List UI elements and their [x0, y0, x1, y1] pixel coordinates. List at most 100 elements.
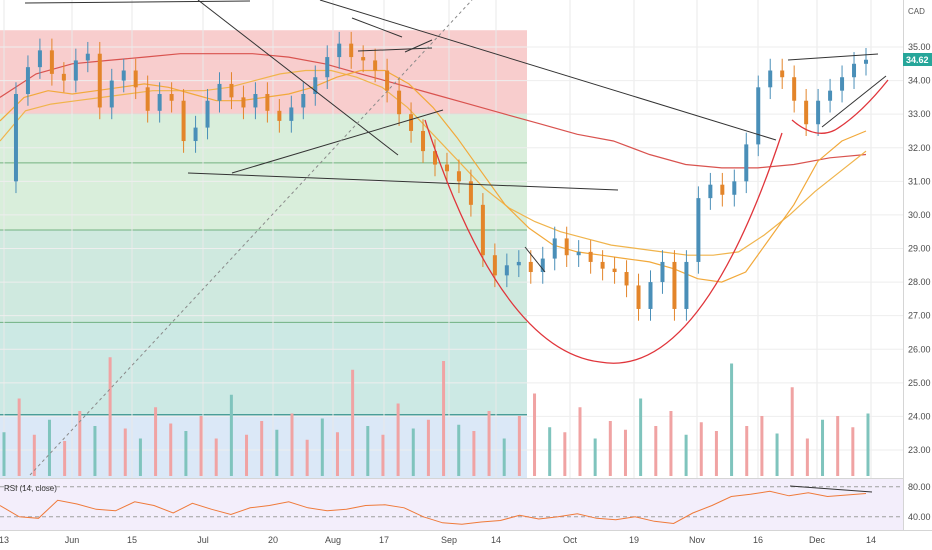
- time-tick-label: 14: [491, 535, 501, 545]
- volume-bar: [578, 407, 582, 476]
- candle-body: [169, 94, 174, 101]
- candle-body: [25, 67, 30, 95]
- volume-bar: [351, 369, 355, 476]
- time-tick-label: 16: [753, 535, 763, 545]
- trendline: [351, 17, 403, 38]
- volume-bar: [805, 438, 809, 476]
- volume-bar: [229, 394, 233, 476]
- candle-body: [840, 77, 845, 91]
- volume-bar: [63, 441, 67, 476]
- volume-bar: [335, 432, 339, 476]
- trendline: [787, 53, 879, 61]
- volume-bar: [290, 413, 294, 476]
- volume-bar: [472, 431, 476, 476]
- candle-body: [576, 251, 581, 256]
- rsi-axis: 80.00 40.00: [908, 482, 931, 522]
- price-tick-label: 29.00: [908, 244, 931, 254]
- candle-body: [409, 114, 414, 131]
- volume-bar: [17, 398, 21, 476]
- rsi-line: [0, 490, 867, 525]
- volume-bar: [93, 426, 97, 476]
- candle-body: [816, 100, 821, 125]
- candle-body: [349, 43, 354, 58]
- candle-body: [85, 53, 90, 61]
- volume-bar: [305, 439, 309, 476]
- volume-bar: [108, 357, 112, 476]
- volume-bar: [245, 434, 249, 476]
- time-tick-label: 15: [127, 535, 137, 545]
- volume-bar: [836, 416, 840, 476]
- fib-zone: [0, 162, 527, 231]
- candle-body: [456, 171, 461, 182]
- candle-body: [193, 127, 198, 142]
- volume-bar: [396, 403, 400, 476]
- dashed-trendline: [29, 0, 473, 476]
- volume-bar: [260, 421, 264, 476]
- time-tick-label: Sep: [441, 535, 457, 545]
- trendline: [231, 109, 444, 174]
- candle-body: [564, 238, 569, 256]
- volume-bars: [2, 357, 870, 476]
- candle-body: [397, 90, 402, 115]
- price-tick-label: 28.00: [908, 277, 931, 287]
- candle-body: [636, 285, 641, 309]
- volume-bar: [548, 427, 552, 476]
- grid-lines: [0, 0, 903, 478]
- candle-body: [241, 97, 246, 108]
- trendline: [404, 39, 433, 53]
- candle-body: [696, 198, 701, 262]
- volume-bar: [199, 416, 203, 476]
- candle-body: [552, 238, 557, 259]
- volume-bar: [47, 419, 51, 476]
- price-tick-label: 32.00: [908, 143, 931, 153]
- time-tick-label: 19: [629, 535, 639, 545]
- candle-body: [265, 94, 270, 111]
- candle-body: [828, 90, 833, 101]
- volume-bar: [563, 432, 567, 476]
- price-tick-label: 24.00: [908, 411, 931, 421]
- candle-body: [181, 100, 186, 142]
- volume-bar: [381, 434, 385, 476]
- trendline: [821, 75, 887, 128]
- time-tick-label: Jun: [65, 535, 80, 545]
- currency-label: CAD: [908, 7, 925, 16]
- volume-bar: [502, 438, 506, 476]
- candle-body: [648, 282, 653, 309]
- volume-bar: [487, 411, 491, 476]
- time-tick-label: 14: [866, 535, 876, 545]
- price-axis-panel[interactable]: [903, 0, 932, 550]
- volume-bar: [184, 431, 188, 476]
- candle-body: [289, 107, 294, 121]
- candle-body: [277, 110, 282, 121]
- volume-bar: [533, 393, 537, 476]
- candle-body: [612, 268, 617, 273]
- candle-body: [109, 80, 114, 108]
- candle-body: [373, 60, 378, 71]
- volume-bar: [320, 418, 324, 476]
- fib-zone: [0, 322, 527, 415]
- candle-body: [49, 50, 54, 74]
- candle-body: [37, 50, 42, 68]
- candle-body: [301, 94, 306, 108]
- time-tick-label: Jul: [197, 535, 209, 545]
- trendline: [187, 172, 619, 191]
- candle-body: [600, 261, 605, 269]
- volume-bar: [123, 428, 127, 476]
- price-tick-label: 31.00: [908, 176, 931, 186]
- candle-body: [492, 255, 497, 276]
- volume-bar: [760, 416, 764, 476]
- volume-bar: [684, 434, 688, 476]
- candle-body: [444, 164, 449, 172]
- candle-body: [313, 77, 318, 95]
- candle-body: [768, 70, 773, 88]
- trendline: [357, 47, 433, 52]
- candle-body: [97, 53, 102, 108]
- candle-body: [217, 83, 222, 101]
- rsi-divergence-line: [789, 485, 873, 493]
- candle-body: [744, 144, 749, 182]
- time-axis-panel[interactable]: [0, 530, 932, 550]
- volume-bar: [154, 407, 158, 476]
- candle-body: [588, 251, 593, 262]
- candle-body: [157, 94, 162, 111]
